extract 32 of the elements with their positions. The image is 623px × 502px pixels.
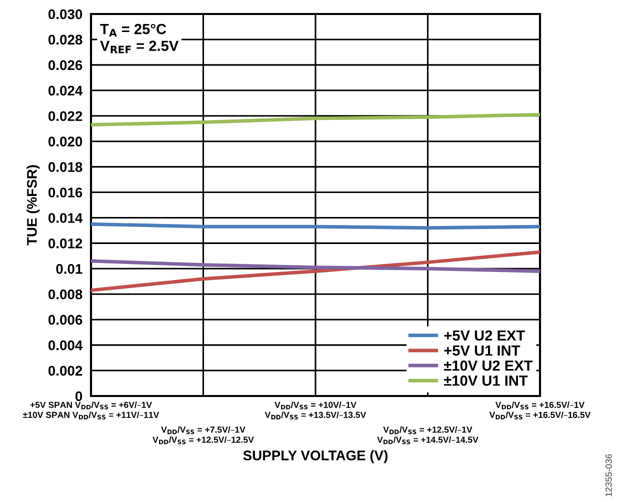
text: 12355-036 [605, 454, 612, 496]
x-axis-title: SUPPLY VOLTAGE (V) [243, 450, 388, 464]
y-tick-label: 0.006 [48, 314, 82, 325]
y-tick-label: 0 [75, 391, 82, 402]
legend-label: ±10V U2 EXT [444, 360, 533, 371]
category-label: +5V SPAN V$_{DD}$/V$_{SS}$ = +6V/–1V ±10V SPAN V$_{DD}$/V$_{SS}$ = +11V/–11V [23, 402, 160, 420]
y-tick-label: 0.026 [48, 60, 82, 70]
y-tick-label: 0.028 [48, 34, 82, 45]
category-label: V$_{DD}$/V$_{SS}$ = +16.5V/–1V V$_{DD}$/V$_{SS}$ = +16.5V/–16.5V [489, 402, 591, 420]
y-tick-label: 0.004 [48, 340, 83, 350]
legend-label: +5V U2 EXT [444, 330, 525, 341]
y-tick-label: 0.008 [48, 289, 82, 300]
y-tick-label: 0.020 [48, 136, 82, 147]
category-label: V$_{DD}$/V$_{SS}$ = +10V/–1V V$_{DD}$/V$_{SS}$ = +13.5V/–13.5V [264, 402, 366, 420]
category-label: V$_{DD}$/V$_{SS}$ = +12.5V/–1V V$_{DD}$/V$_{SS}$ = +14.5V/–14.5V [377, 426, 478, 444]
y-tick-label: 0.022 [48, 111, 82, 122]
y-tick-label: 0.012 [48, 238, 82, 248]
y-tick-label: 0.01 [56, 264, 82, 274]
y-tick-label: 0.024 [48, 86, 83, 96]
legend-label: +5V U1 INT [444, 346, 520, 356]
line-series [91, 112, 540, 127]
line-series [91, 259, 540, 273]
annotation: T$_{A}$ = 25°C V$_{REF}$ = 2.5V [100, 24, 179, 54]
y-tick-label: 0.016 [48, 188, 82, 198]
category-label: V$_{DD}$/V$_{SS}$ = +7.5V/–1V V$_{DD}$/V$_{SS}$ = +12.5V/–12.5V [152, 426, 254, 444]
legend-label: ±10V U1 INT [444, 376, 528, 386]
y-tick-label: 0.030 [48, 9, 82, 20]
y-axis-title: TUE (%FSR) [26, 165, 40, 246]
y-tick-label: 0.014 [48, 213, 83, 223]
line-series [91, 250, 540, 292]
y-tick-label: 0.002 [48, 366, 82, 376]
y-tick-label: 0.018 [48, 162, 82, 172]
